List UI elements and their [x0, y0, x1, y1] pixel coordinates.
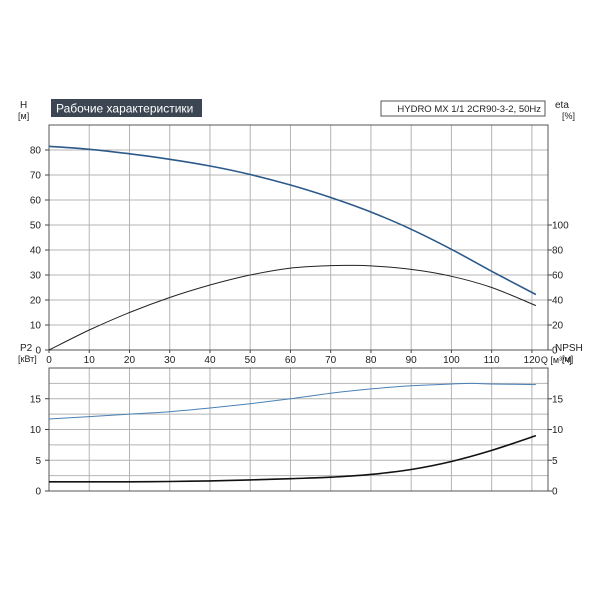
x-tick-label: 10 [84, 355, 96, 366]
right-tick-label: 10 [552, 425, 564, 436]
right-tick-label: 15 [552, 394, 564, 405]
right-tick-label: 100 [552, 221, 569, 232]
right-tick-label: 0 [552, 346, 558, 357]
x-tick-label: 60 [285, 355, 297, 366]
chart-title: Рабочие характеристики [56, 102, 193, 116]
left-tick-label: 50 [30, 221, 42, 232]
x-tick-label: 80 [365, 355, 377, 366]
right-tick-label: 80 [552, 246, 564, 257]
right-axis-label: eta [555, 100, 569, 111]
model-label: HYDRO MX 1/1 2CR90-3-2, 50Hz [397, 104, 541, 115]
x-tick-label: 120 [524, 355, 541, 366]
right-tick-label: 20 [552, 321, 564, 332]
left-axis-unit: [кВт] [18, 354, 37, 364]
x-tick-label: 0 [46, 355, 52, 366]
series-line-p2-curve [48, 382, 536, 420]
right-axis-label: NPSH [555, 343, 583, 354]
plot-area [49, 125, 548, 350]
left-tick-label: 70 [30, 171, 42, 182]
series-line-eta-curve [48, 264, 537, 351]
x-tick-label: 110 [484, 355, 500, 366]
left-axis-unit: [м] [18, 111, 29, 121]
left-tick-label: 40 [30, 246, 42, 257]
left-tick-label: 0 [35, 487, 41, 498]
x-tick-label: 30 [164, 355, 176, 366]
right-tick-label: 60 [552, 271, 564, 282]
bottom-panel: 0 5 10 15 0 5 10 15 P2[кВт] NPSH[м] [18, 343, 583, 498]
left-tick-label: 30 [30, 271, 42, 282]
plot-frame [48, 124, 549, 351]
right-tick-label: 40 [552, 296, 564, 307]
left-tick-label: 5 [35, 456, 41, 467]
left-axis-label: P2 [20, 343, 33, 354]
left-tick-label: 0 [35, 346, 41, 357]
left-tick-label: 20 [30, 296, 42, 307]
left-tick-label: 60 [30, 196, 42, 207]
left-tick-label: 10 [30, 425, 42, 436]
x-axis-label: Q [м³/ч] [541, 355, 572, 365]
left-axis-label: H [20, 100, 27, 111]
title-box [51, 99, 202, 117]
series-line-npsh-curve [48, 434, 537, 483]
right-tick-label: 0 [552, 487, 558, 498]
right-tick-label: 5 [552, 456, 558, 467]
x-tick-label: 40 [204, 355, 216, 366]
x-tick-label: 70 [325, 355, 337, 366]
x-tick-label: 50 [245, 355, 257, 366]
left-tick-label: 10 [30, 321, 42, 332]
x-tick-label: 20 [124, 355, 136, 366]
right-axis-unit: [м] [562, 354, 573, 364]
right-axis-unit: [%] [562, 111, 575, 121]
left-tick-label: 80 [30, 146, 42, 157]
x-tick-label: 100 [443, 355, 460, 366]
series-line-head-curve [48, 145, 537, 296]
top-panel: 01020304050607080020406080100H[м]eta[%]0… [18, 100, 575, 366]
x-tick-label: 90 [406, 355, 418, 366]
model-box [380, 100, 546, 117]
left-tick-label: 15 [30, 394, 42, 405]
